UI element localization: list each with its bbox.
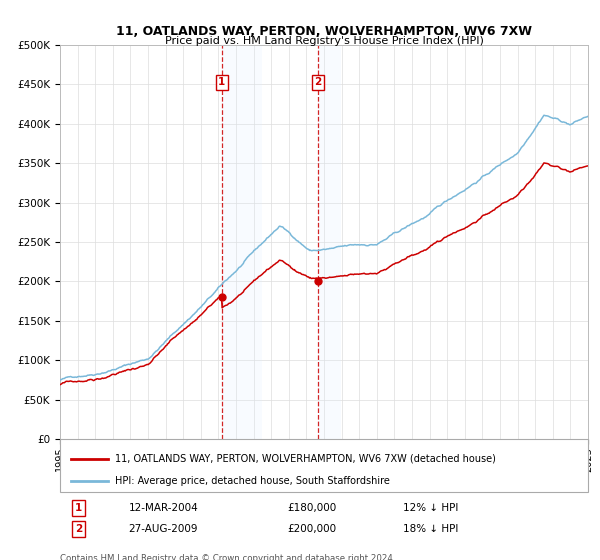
Text: 18% ↓ HPI: 18% ↓ HPI	[403, 524, 458, 534]
Text: 12% ↓ HPI: 12% ↓ HPI	[403, 503, 458, 514]
Text: 2: 2	[75, 524, 82, 534]
Text: HPI: Average price, detached house, South Staffordshire: HPI: Average price, detached house, Sout…	[115, 476, 391, 486]
Text: 11, OATLANDS WAY, PERTON, WOLVERHAMPTON, WV6 7XW (detached house): 11, OATLANDS WAY, PERTON, WOLVERHAMPTON,…	[115, 454, 496, 464]
Text: 1: 1	[218, 77, 226, 87]
Text: £180,000: £180,000	[287, 503, 336, 514]
Text: 12-MAR-2004: 12-MAR-2004	[128, 503, 199, 514]
Text: 2: 2	[314, 77, 322, 87]
Text: Contains HM Land Registry data © Crown copyright and database right 2024.
This d: Contains HM Land Registry data © Crown c…	[60, 554, 395, 560]
Text: 11, OATLANDS WAY, PERTON, WOLVERHAMPTON, WV6 7XW: 11, OATLANDS WAY, PERTON, WOLVERHAMPTON,…	[116, 25, 532, 38]
Text: 1: 1	[75, 503, 82, 514]
Bar	[222, 45, 262, 439]
Text: £200,000: £200,000	[287, 524, 336, 534]
Text: 27-AUG-2009: 27-AUG-2009	[128, 524, 198, 534]
Text: Price paid vs. HM Land Registry's House Price Index (HPI): Price paid vs. HM Land Registry's House …	[164, 36, 484, 46]
Bar	[318, 45, 341, 439]
